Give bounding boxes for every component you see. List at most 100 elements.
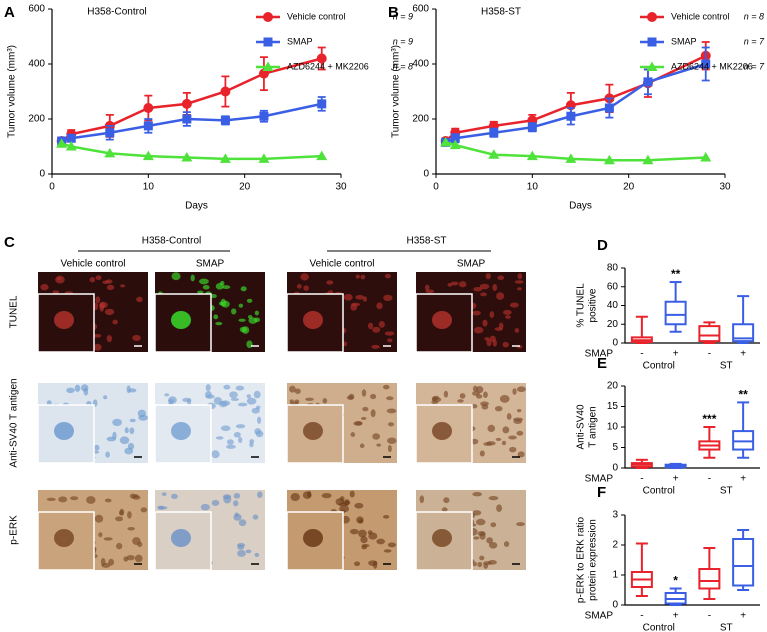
cell <box>489 311 495 319</box>
inset-cell <box>303 422 323 440</box>
cell <box>514 280 524 284</box>
cell <box>289 401 299 405</box>
x-tick-label: - <box>640 349 643 360</box>
legend-n: n = 9 <box>393 11 413 21</box>
cell <box>360 536 368 544</box>
cell <box>376 302 383 310</box>
marker <box>105 128 115 138</box>
cell <box>80 384 89 392</box>
cell <box>115 516 124 522</box>
panel-label: B <box>388 4 399 21</box>
cell <box>93 444 100 451</box>
cell <box>479 283 490 290</box>
y-tick-label: 200 <box>412 114 429 125</box>
legend-n: n = 8 <box>393 61 413 71</box>
cell <box>103 395 108 400</box>
legend-label: Vehicle control <box>671 11 730 21</box>
cell <box>354 421 363 426</box>
cell <box>459 281 467 288</box>
cell <box>424 284 430 291</box>
y-tick-label: 0 <box>423 169 429 180</box>
cell <box>506 413 512 420</box>
cell <box>66 387 75 394</box>
cell <box>505 315 511 319</box>
series-line <box>445 62 707 144</box>
cell <box>249 439 255 444</box>
cell <box>129 427 135 435</box>
chart-title: H358-ST <box>481 7 521 18</box>
cell <box>387 444 392 453</box>
cell <box>238 318 246 322</box>
cell <box>517 408 522 413</box>
legend-label: SMAP <box>671 36 697 46</box>
cell <box>508 435 517 440</box>
cell <box>106 284 115 291</box>
cell <box>350 432 356 437</box>
y-axis-label: Anti-SV40 <box>576 404 587 449</box>
cell <box>124 447 134 455</box>
cell <box>476 386 484 394</box>
cell <box>120 284 126 288</box>
cell <box>252 514 259 520</box>
cell <box>387 422 395 427</box>
y-tick-label: 5 <box>612 442 618 453</box>
cell <box>509 302 519 308</box>
cell <box>376 538 386 545</box>
cell <box>213 396 222 405</box>
y-axis-label: protein expression <box>588 519 599 601</box>
box <box>698 325 721 343</box>
x-tick-label: - <box>708 349 711 360</box>
group-label: Control <box>643 623 675 632</box>
cell <box>480 292 487 297</box>
marker <box>643 77 653 87</box>
series-line <box>444 54 707 142</box>
legend-label: AZD6244 + MK2206 <box>671 61 753 71</box>
axis-line <box>51 9 341 175</box>
y-tick-label: 0 <box>612 463 618 474</box>
cell <box>246 394 252 399</box>
cell <box>486 537 493 544</box>
x-tick-label: 0 <box>433 182 439 193</box>
marker <box>646 61 658 71</box>
marker <box>258 153 270 163</box>
marker <box>65 141 77 151</box>
x-tick-label: 10 <box>527 182 539 193</box>
cell <box>233 492 241 499</box>
cell <box>419 495 425 504</box>
legend-label: AZD6244 + MK2206 <box>287 61 369 71</box>
cell <box>56 277 62 281</box>
cell <box>249 441 254 448</box>
column-label: Vehicle control <box>309 259 374 270</box>
cell <box>473 326 484 334</box>
marker <box>142 150 154 161</box>
cell <box>494 327 503 331</box>
x-tick-label: + <box>740 474 746 485</box>
x-tick-label: - <box>640 611 643 622</box>
cell <box>502 341 509 348</box>
marker <box>642 154 654 165</box>
row-label: p-ERK <box>9 515 20 545</box>
marker <box>565 153 577 163</box>
cell <box>368 560 378 566</box>
cell <box>223 384 231 390</box>
cell <box>472 510 482 516</box>
marker <box>181 152 193 162</box>
marker <box>317 99 327 109</box>
y-tick-label: 10 <box>607 422 619 433</box>
inset-cell <box>432 529 452 547</box>
cell <box>205 391 212 398</box>
inset-cell <box>54 422 74 440</box>
cell <box>367 322 374 330</box>
inset <box>286 293 344 353</box>
y-axis-label: Tumor volume (mm³) <box>7 45 18 138</box>
cell <box>368 532 378 540</box>
inset-cell <box>54 311 74 329</box>
y-tick-label: 0 <box>612 600 618 611</box>
marker <box>143 121 153 131</box>
cell <box>490 522 497 528</box>
row-label: Anti-SV40 T antigen <box>9 378 20 467</box>
cell <box>343 293 353 301</box>
column-label: Vehicle control <box>60 259 125 270</box>
cell <box>129 418 136 423</box>
cell <box>351 302 361 307</box>
